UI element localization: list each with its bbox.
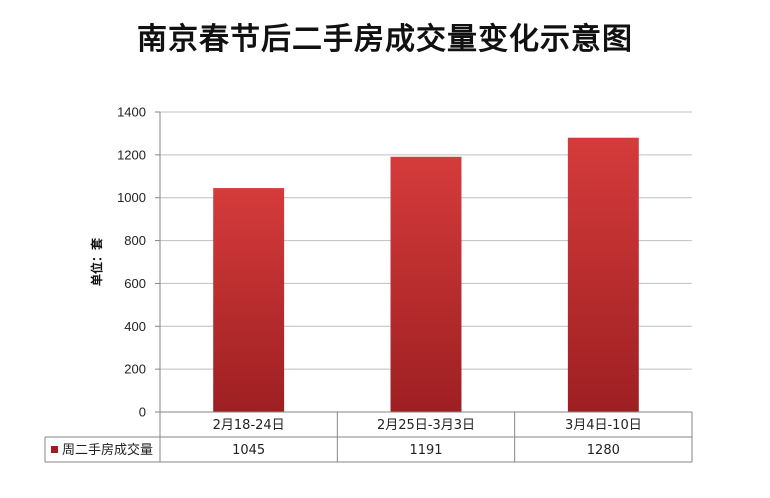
y-tick-label: 0 [139,405,146,420]
data-table-value: 1191 [409,443,442,458]
y-tick-label: 800 [124,233,146,248]
y-tick-label: 200 [124,362,146,377]
data-table-value: 1280 [587,443,620,458]
x-category-label: 2月18-24日 [213,418,285,433]
y-tick-label: 400 [124,319,146,334]
data-table-value: 1045 [232,443,265,458]
legend-series-name: 周二手房成交量 [62,442,153,458]
legend-swatch [51,446,58,453]
data-table: 2月18-24日 2月25日-3月3日 3月4日-10日 1045 1191 1280 周二… [44,411,693,463]
bar [390,156,462,412]
x-category-label: 2月25日-3月3日 [377,418,475,433]
bars [213,137,639,412]
y-tick-label: 1200 [117,147,146,162]
y-tick-label: 1400 [117,105,146,120]
y-tick-label: 1000 [117,190,146,205]
bar [567,137,639,412]
bar [213,188,285,412]
axes: 0 200 400 600 800 1000 1200 1400 [117,105,161,420]
x-category-label: 3月4日-10日 [565,418,642,433]
chart-title: 南京春节后二手房成交量变化示意图 [137,22,633,57]
y-tick-label: 600 [124,276,146,291]
y-axis-label: 单位：套 [89,237,104,286]
